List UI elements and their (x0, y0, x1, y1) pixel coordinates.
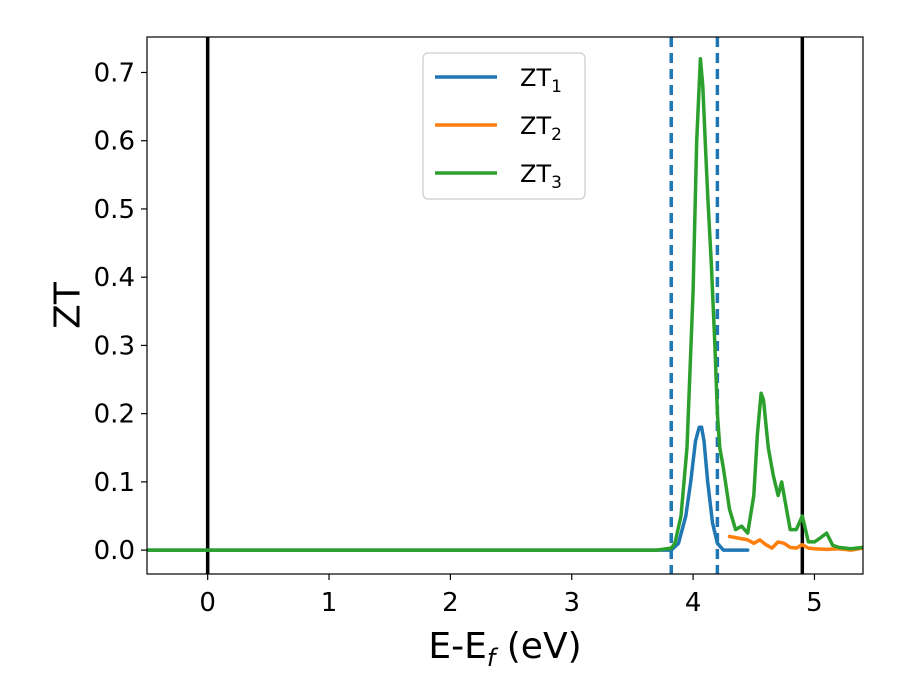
y-tick-label: 0.4 (94, 263, 135, 293)
series-line-zt2 (727, 534, 863, 552)
y-tick-label: 0.7 (94, 58, 135, 88)
x-tick-label: 3 (563, 588, 580, 618)
series-line-zt1 (147, 425, 750, 552)
x-tick-label: 2 (442, 588, 459, 618)
legend-label-zt2: ZT2 (520, 112, 562, 145)
axes: 0 1 2 3 4 5 0.0 0.1 0.2 0.3 0.4 0.5 0.6 0.7 (94, 36, 864, 618)
series-line-zt3 (147, 57, 863, 552)
y-axis-title: ZT (48, 281, 89, 329)
y-tick-label: 0.3 (94, 331, 135, 361)
y-tick-label: 0.1 (94, 468, 135, 498)
x-axis-title: E-Ef (eV) (428, 626, 581, 672)
plot-frame (146, 36, 864, 575)
legend-box (422, 52, 586, 200)
y-tick-label: 0.5 (94, 195, 135, 225)
legend: ZT1 ZT2 ZT3 (422, 52, 586, 200)
x-tick-label: 1 (321, 588, 338, 618)
x-tick-label: 0 (199, 588, 216, 618)
x-tick-label: 5 (806, 588, 823, 618)
y-tick-label: 0.0 (94, 536, 135, 566)
plot-area (147, 37, 863, 574)
y-tick-label: 0.2 (94, 400, 135, 430)
x-tick-label: 4 (685, 588, 702, 618)
legend-label-zt1: ZT1 (520, 64, 562, 97)
y-tick-label: 0.6 (94, 127, 135, 157)
legend-label-zt3: ZT3 (520, 160, 562, 193)
